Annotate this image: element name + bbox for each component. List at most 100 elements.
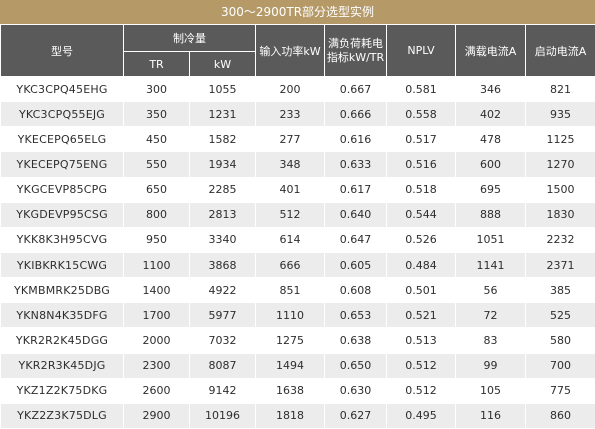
cell-full-load-current: 56 [455,277,526,304]
cell-full-load-index: 0.633 [324,151,387,178]
cell-full-load-current: 99 [455,352,526,379]
cell-model: YKC3CPQ45EHG [0,75,124,103]
cell-start-current: 935 [525,101,595,128]
cell-kw: 3340 [189,226,256,253]
cell-kw: 1055 [189,75,256,103]
cell-model: YKGCEVP85CPG [0,176,124,203]
cell-input-power: 1638 [255,377,325,404]
cell-input-power: 512 [255,201,325,228]
cell-model: YKR2R2K45DGG [0,327,124,354]
cell-model: YKECEPQ75ENG [0,151,124,178]
cell-full-load-index: 0.666 [324,101,387,128]
cell-full-load-current: 83 [455,327,526,354]
cell-nplv: 0.495 [386,402,456,429]
cell-start-current: 700 [525,352,595,379]
cell-model: YKK8K3H95CVG [0,226,124,253]
cell-full-load-current: 1051 [455,226,526,253]
cell-full-load-index: 0.627 [324,402,387,429]
cell-kw: 2285 [189,176,256,203]
cell-tr: 650 [123,176,190,203]
table-row: YKECEPQ75ENG 550 1934 348 0.633 0.516 600 1270 [0,151,595,178]
table-row: YKC3CPQ45EHG 300 1055 200 0.667 0.581 346 821 [0,75,595,103]
header-full-load-index: 满负荷耗电指标kW/TR [324,24,387,77]
cell-nplv: 0.513 [386,327,456,354]
table-row: YKIBKRK15CWG 1100 3868 666 0.605 0.484 1141 237… [0,251,595,279]
cell-kw: 3868 [189,251,256,279]
cell-model: YKZ1Z2K75DKG [0,377,124,404]
cell-full-load-index: 0.647 [324,226,387,253]
cell-start-current: 1125 [525,126,595,153]
cell-nplv: 0.484 [386,251,456,279]
cell-full-load-current: 695 [455,176,526,203]
cell-full-load-current: 346 [455,75,526,103]
table-row: YKR2R3K45DJG 2300 8087 1494 0.650 0.512 99 700 [0,352,595,379]
cell-start-current: 580 [525,327,595,354]
cell-model: YKN8N4K35DFG [0,302,124,329]
cell-nplv: 0.516 [386,151,456,178]
table-row: YKZ2Z3K75DLG 2900 10196 1818 0.627 0.495 116 86… [0,402,595,429]
table-title: 300～2900TR部分选型实例 [0,0,595,24]
header-start-current: 启动电流A [525,24,595,77]
cell-nplv: 0.517 [386,126,456,153]
cell-full-load-current: 105 [455,377,526,404]
cell-nplv: 0.526 [386,226,456,253]
cell-full-load-index: 0.640 [324,201,387,228]
cell-tr: 2300 [123,352,190,379]
cell-tr: 2000 [123,327,190,354]
cell-input-power: 1275 [255,327,325,354]
cell-start-current: 1500 [525,176,595,203]
cell-full-load-current: 478 [455,126,526,153]
table-row: YKR2R2K45DGG 2000 7032 1275 0.638 0.513 83 580 [0,327,595,354]
cell-full-load-current: 888 [455,201,526,228]
cell-nplv: 0.544 [386,201,456,228]
cell-kw: 1582 [189,126,256,153]
cell-kw: 8087 [189,352,256,379]
cell-full-load-current: 116 [455,402,526,429]
cell-full-load-index: 0.616 [324,126,387,153]
cell-start-current: 2232 [525,226,595,253]
cell-full-load-index: 0.650 [324,352,387,379]
header-model: 型号 [0,24,124,77]
selection-table: 型号 制冷量 输入功率kW 满负荷耗电指标kW/TR NPLV 满载电流A 启动… [0,24,595,429]
cell-start-current: 385 [525,277,595,304]
cell-kw: 4922 [189,277,256,304]
header-tr: TR [123,51,190,77]
cell-kw: 2813 [189,201,256,228]
header-cooling-capacity: 制冷量 [123,24,256,52]
header-nplv: NPLV [386,24,456,77]
cell-kw: 9142 [189,377,256,404]
header-full-load-current: 满载电流A [455,24,526,77]
cell-full-load-current: 402 [455,101,526,128]
cell-input-power: 401 [255,176,325,203]
cell-tr: 1400 [123,277,190,304]
cell-start-current: 2371 [525,251,595,279]
cell-tr: 2900 [123,402,190,429]
cell-input-power: 614 [255,226,325,253]
cell-nplv: 0.581 [386,75,456,103]
cell-start-current: 860 [525,402,595,429]
cell-model: YKGDEVP95CSG [0,201,124,228]
cell-tr: 450 [123,126,190,153]
cell-start-current: 1270 [525,151,595,178]
cell-nplv: 0.501 [386,277,456,304]
cell-model: YKZ2Z3K75DLG [0,402,124,429]
cell-model: YKMBMRK25DBG [0,277,124,304]
table-row: YKZ1Z2K75DKG 2600 9142 1638 0.630 0.512 105 775 [0,377,595,404]
cell-full-load-current: 72 [455,302,526,329]
cell-tr: 550 [123,151,190,178]
cell-nplv: 0.521 [386,302,456,329]
table-row: YKGCEVP85CPG 650 2285 401 0.617 0.518 695 1500 [0,176,595,203]
cell-full-load-current: 600 [455,151,526,178]
cell-input-power: 233 [255,101,325,128]
cell-full-load-index: 0.617 [324,176,387,203]
table-row: YKK8K3H95CVG 950 3340 614 0.647 0.526 1051 2232 [0,226,595,253]
cell-input-power: 1818 [255,402,325,429]
cell-full-load-index: 0.638 [324,327,387,354]
cell-model: YKECEPQ65ELG [0,126,124,153]
cell-full-load-index: 0.653 [324,302,387,329]
cell-tr: 350 [123,101,190,128]
cell-input-power: 1494 [255,352,325,379]
cell-kw: 7032 [189,327,256,354]
cell-input-power: 277 [255,126,325,153]
